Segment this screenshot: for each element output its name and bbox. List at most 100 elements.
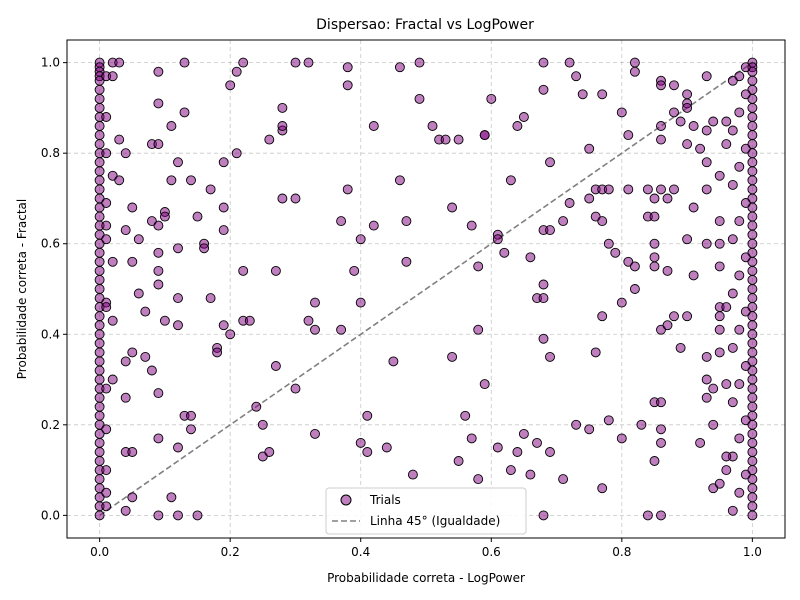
data-point [701, 351, 712, 362]
data-point [107, 256, 118, 267]
data-point [218, 202, 229, 213]
x-axis-label: Probabilidade correta - LogPower [327, 571, 525, 585]
data-point [701, 184, 712, 195]
y-tick-label: 0.8 [41, 146, 60, 160]
legend-label-trials: Trials [369, 493, 401, 507]
data-point [740, 143, 751, 154]
data-point [747, 102, 758, 113]
data-point [747, 121, 758, 131]
data-point [747, 483, 758, 494]
data-point [727, 288, 738, 299]
legend-marker-trials [340, 494, 352, 506]
data-point [747, 329, 758, 340]
data-point [120, 392, 131, 403]
data-point [688, 121, 699, 131]
data-point [584, 193, 595, 204]
data-point [656, 510, 666, 521]
data-point [173, 293, 183, 304]
data-point [545, 225, 555, 236]
data-point [127, 202, 138, 213]
data-point [205, 184, 216, 195]
data-point [747, 211, 758, 222]
data-point [192, 510, 203, 521]
data-point [727, 505, 738, 516]
data-point [642, 510, 653, 521]
data-point [538, 293, 549, 304]
data-point [721, 465, 732, 476]
data-point [486, 93, 497, 104]
data-point [538, 510, 549, 521]
data-point [277, 102, 288, 113]
data-point [94, 410, 105, 421]
data-point [218, 225, 229, 236]
data-point [545, 447, 555, 457]
data-point [94, 265, 105, 276]
data-point [336, 216, 347, 227]
y-axis-ticks: 0.0 0.2 0.4 0.6 0.8 1.0 [41, 56, 67, 522]
data-point [120, 356, 131, 367]
data-point [94, 311, 105, 322]
data-point [708, 116, 719, 127]
data-point [603, 415, 614, 426]
legend: Trials Linha 45° (Igualdade) [325, 487, 527, 535]
data-point [682, 89, 693, 100]
data-point [94, 274, 105, 285]
data-point [186, 410, 196, 421]
data-point [244, 315, 255, 326]
data-point [701, 125, 712, 136]
data-point [94, 329, 105, 340]
data-point [721, 302, 732, 313]
data-point [310, 428, 320, 439]
y-tick-label: 0.4 [41, 327, 60, 341]
data-point [740, 469, 751, 480]
data-point [238, 265, 249, 276]
y-tick-label: 0.2 [41, 418, 60, 432]
data-point [94, 437, 105, 448]
data-point [94, 121, 105, 131]
data-point [688, 270, 699, 281]
data-point [714, 238, 725, 249]
data-point [107, 315, 118, 326]
data-point [94, 93, 105, 104]
data-point [453, 134, 464, 145]
data-point [225, 329, 236, 340]
data-point [290, 383, 301, 394]
data-point [153, 265, 164, 276]
data-point [173, 157, 183, 168]
data-point [669, 80, 679, 91]
data-point [368, 220, 379, 231]
data-point [179, 107, 190, 118]
data-point [127, 447, 138, 457]
data-point [251, 401, 262, 412]
data-point [94, 510, 105, 521]
data-point [94, 392, 105, 403]
data-point [649, 238, 660, 249]
data-point [218, 157, 229, 168]
data-point [571, 419, 582, 430]
data-point [342, 62, 353, 73]
data-point [532, 437, 542, 448]
data-point [701, 71, 712, 82]
data-point [590, 347, 601, 358]
data-point [747, 130, 758, 141]
data-point [394, 175, 405, 186]
data-point [649, 252, 660, 263]
data-point [107, 71, 118, 82]
data-point [747, 229, 758, 240]
data-point [94, 211, 105, 222]
data-point [682, 311, 693, 322]
data-point [616, 297, 627, 308]
data-point [153, 510, 164, 521]
data-point [127, 492, 138, 503]
data-point [153, 220, 164, 231]
data-point [94, 175, 105, 186]
data-point [120, 505, 131, 516]
data-point [264, 447, 275, 457]
data-point [173, 243, 183, 254]
x-tick-label: 0.0 [90, 545, 109, 559]
data-point [349, 265, 360, 276]
y-tick-label: 1.0 [41, 56, 60, 70]
data-point [747, 501, 758, 512]
scatter-points [94, 57, 758, 521]
data-point [747, 510, 758, 521]
